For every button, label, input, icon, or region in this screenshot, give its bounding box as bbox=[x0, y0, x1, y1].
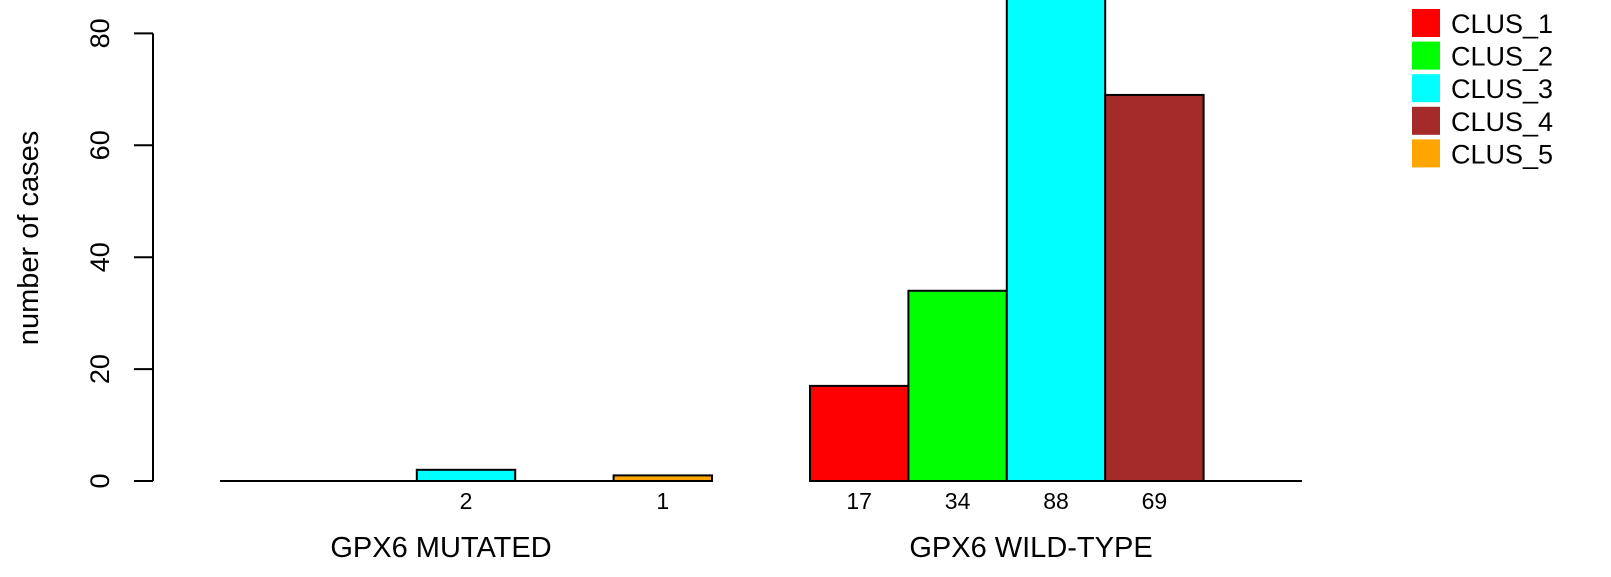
y-tick-label: 60 bbox=[85, 130, 115, 160]
legend-label: CLUS_3 bbox=[1451, 74, 1553, 104]
bar-value-label: 2 bbox=[460, 488, 473, 514]
legend-swatch bbox=[1412, 41, 1440, 70]
bars bbox=[415, 0, 1205, 483]
legend-swatch bbox=[1412, 106, 1440, 135]
y-tick-label: 0 bbox=[85, 473, 115, 488]
y-tick-label: 20 bbox=[85, 354, 115, 384]
legend-label: CLUS_4 bbox=[1451, 107, 1553, 137]
bar-value-label: 88 bbox=[1043, 488, 1069, 514]
bar-clus-1 bbox=[809, 384, 910, 483]
bar-value-label: 1 bbox=[656, 488, 669, 514]
y-tick-label: 80 bbox=[85, 18, 115, 48]
group-label: GPX6 MUTATED bbox=[330, 532, 551, 564]
bar-clus-4 bbox=[1104, 93, 1205, 482]
bar-clus-3 bbox=[1005, 0, 1107, 482]
bar-value-label: 17 bbox=[846, 488, 872, 514]
y-tick-label: 40 bbox=[85, 242, 115, 272]
bar-value-label: 34 bbox=[945, 488, 971, 514]
y-axis-label: number of cases bbox=[13, 131, 45, 345]
y-axis: 0 20 40 60 80 bbox=[85, 18, 154, 489]
legend-swatch bbox=[1412, 74, 1440, 103]
group-label: GPX6 WILD-TYPE bbox=[909, 532, 1152, 564]
legend-label: CLUS_5 bbox=[1451, 139, 1553, 169]
bar-clus-2 bbox=[907, 289, 1008, 482]
legend-swatch bbox=[1412, 139, 1440, 168]
legend-label: CLUS_2 bbox=[1451, 42, 1553, 72]
legend-label: CLUS_1 bbox=[1451, 9, 1553, 39]
bar-value-label: 69 bbox=[1142, 488, 1168, 514]
value-labels: 2 1 17 34 88 69 bbox=[460, 488, 1168, 514]
group-labels: GPX6 MUTATED GPX6 WILD-TYPE bbox=[330, 532, 1152, 564]
legend-swatch bbox=[1412, 9, 1440, 37]
bar-clus-5 bbox=[612, 474, 713, 482]
bar-clus-3 bbox=[415, 468, 517, 482]
